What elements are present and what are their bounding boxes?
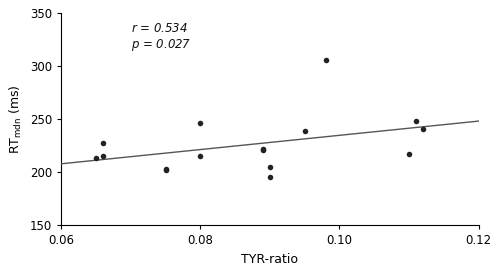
Point <box>162 167 170 171</box>
Point <box>99 140 107 145</box>
Point <box>259 147 267 151</box>
Point <box>266 175 274 180</box>
Point <box>412 119 420 124</box>
Point <box>322 58 330 62</box>
Text: $p$ = 0.027: $p$ = 0.027 <box>131 37 191 53</box>
X-axis label: TYR-ratio: TYR-ratio <box>242 253 298 266</box>
Point <box>300 129 308 133</box>
Point <box>266 165 274 169</box>
Y-axis label: $\mathrm{RT}_{\mathrm{mdn}}$ (ms): $\mathrm{RT}_{\mathrm{mdn}}$ (ms) <box>8 84 24 154</box>
Point <box>99 154 107 158</box>
Point <box>405 152 413 156</box>
Point <box>92 156 100 161</box>
Point <box>259 148 267 152</box>
Point <box>196 154 204 158</box>
Text: $r$ = 0.534: $r$ = 0.534 <box>131 22 188 35</box>
Point <box>162 168 170 172</box>
Point <box>196 121 204 126</box>
Point <box>419 127 427 131</box>
